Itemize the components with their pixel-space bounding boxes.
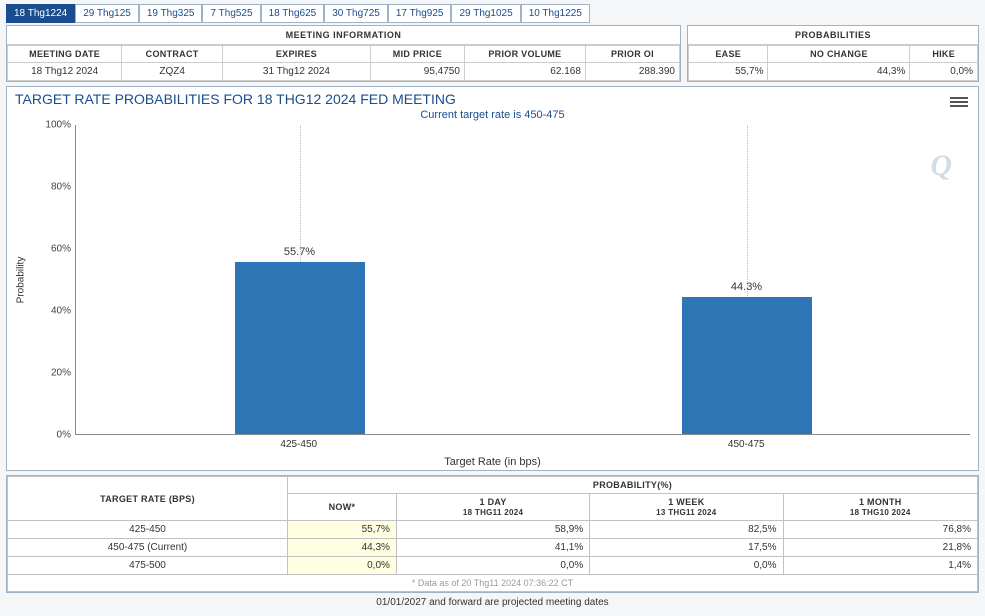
- tab-29thg1025[interactable]: 29 Thg1025: [451, 4, 520, 23]
- col-hike: HIKE: [910, 46, 978, 63]
- table-row: 475-500 0,0% 0,0% 0,0% 1,4%: [8, 557, 978, 575]
- meeting-info-table: MEETING DATE CONTRACT EXPIRES MID PRICE …: [7, 45, 680, 81]
- chart-panel: TARGET RATE PROBABILITIES FOR 18 THG12 2…: [6, 86, 979, 471]
- ytick: 40%: [51, 306, 71, 317]
- probabilities-table: EASE NO CHANGE HIKE 55,7% 44,3% 0,0%: [688, 45, 978, 81]
- col-1month: 1 MONTH18 THG10 2024: [783, 494, 977, 521]
- col-1day: 1 DAY18 THG11 2024: [396, 494, 589, 521]
- meeting-info-title: MEETING INFORMATION: [7, 26, 680, 45]
- footnote: * Data as of 20 Thg11 2024 07:36:22 CT: [8, 575, 978, 592]
- ytick: 60%: [51, 244, 71, 255]
- meeting-info-panel: MEETING INFORMATION MEETING DATE CONTRAC…: [6, 25, 681, 82]
- col-now: NOW*: [288, 494, 397, 521]
- bar: 44.3%: [682, 297, 812, 434]
- col-1week: 1 WEEK13 THG11 2024: [590, 494, 783, 521]
- tab-29thg125[interactable]: 29 Thg125: [75, 4, 139, 23]
- x-axis: 425-450450-475: [75, 435, 970, 450]
- col-mid-price: MID PRICE: [370, 46, 464, 63]
- col-contract: CONTRACT: [122, 46, 223, 63]
- chart-subtitle: Current target rate is 450-475: [15, 109, 970, 121]
- col-target-rate: TARGET RATE (BPS): [8, 477, 288, 521]
- probabilities-panel: PROBABILITIES EASE NO CHANGE HIKE 55,7% …: [687, 25, 979, 82]
- bar-rect: [235, 262, 365, 434]
- footer-text: 01/01/2027 and forward are projected mee…: [6, 593, 979, 612]
- xtick: 450-475: [523, 435, 971, 450]
- table-row: 18 Thg12 2024 ZQZ4 31 Thg12 2024 95,4750…: [8, 63, 680, 81]
- col-prior-oi: PRIOR OI: [585, 46, 679, 63]
- col-meeting-date: MEETING DATE: [8, 46, 122, 63]
- history-table: TARGET RATE (BPS) PROBABILITY(%) NOW* 1 …: [7, 476, 978, 592]
- ytick: 0%: [57, 430, 71, 441]
- col-probability: PROBABILITY(%): [288, 477, 978, 494]
- chart-title: TARGET RATE PROBABILITIES FOR 18 THG12 2…: [15, 91, 970, 107]
- xtick: 425-450: [75, 435, 523, 450]
- plot-area: Q 55.7% 44.3%: [75, 125, 970, 435]
- bar-rect: [682, 297, 812, 434]
- y-axis: Probability 0% 20% 40% 60% 80% 100%: [15, 125, 75, 435]
- chart-menu-icon[interactable]: [950, 95, 968, 109]
- tab-7thg525[interactable]: 7 Thg525: [202, 4, 260, 23]
- ytick: 100%: [45, 120, 71, 131]
- y-axis-label: Probability: [16, 257, 27, 304]
- watermark: Q: [930, 149, 952, 183]
- x-axis-label: Target Rate (in bps): [15, 456, 970, 468]
- probabilities-title: PROBABILITIES: [688, 26, 978, 45]
- ytick: 80%: [51, 182, 71, 193]
- bar-value-label: 55.7%: [284, 246, 315, 262]
- ytick: 20%: [51, 368, 71, 379]
- tab-17thg925[interactable]: 17 Thg925: [388, 4, 452, 23]
- tabs: 18 Thg1224 29 Thg125 19 Thg325 7 Thg525 …: [6, 4, 979, 23]
- col-prior-volume: PRIOR VOLUME: [464, 46, 585, 63]
- tab-10thg1225[interactable]: 10 Thg1225: [521, 4, 590, 23]
- col-expires: EXPIRES: [223, 46, 371, 63]
- tab-18thg1224[interactable]: 18 Thg1224: [6, 4, 75, 23]
- bar-value-label: 44.3%: [731, 281, 762, 297]
- col-no-change: NO CHANGE: [768, 46, 910, 63]
- tab-30thg725[interactable]: 30 Thg725: [324, 4, 388, 23]
- history-panel: TARGET RATE (BPS) PROBABILITY(%) NOW* 1 …: [6, 475, 979, 593]
- bar: 55.7%: [235, 262, 365, 434]
- table-row: 425-450 55,7% 58,9% 82,5% 76,8%: [8, 521, 978, 539]
- col-ease: EASE: [689, 46, 768, 63]
- table-row: 55,7% 44,3% 0,0%: [689, 63, 978, 81]
- tab-19thg325[interactable]: 19 Thg325: [139, 4, 203, 23]
- table-row: 450-475 (Current) 44,3% 41,1% 17,5% 21,8…: [8, 539, 978, 557]
- tab-18thg625[interactable]: 18 Thg625: [261, 4, 325, 23]
